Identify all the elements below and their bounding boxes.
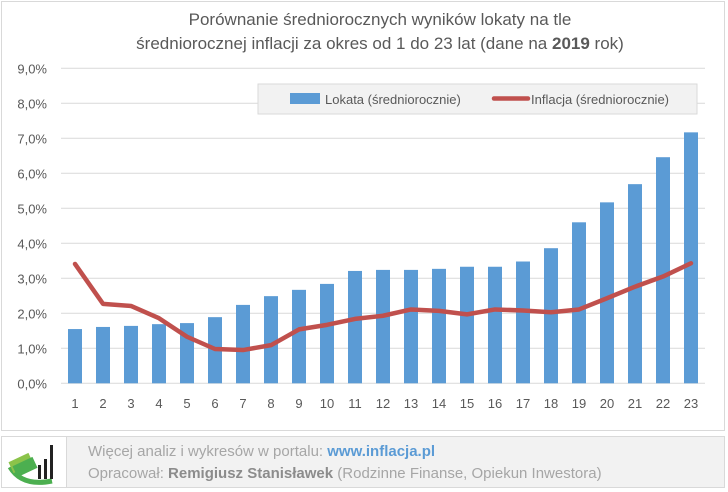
x-tick-label: 19	[572, 396, 586, 411]
footer-text: Więcej analiz i wykresów w portalu:	[88, 443, 327, 460]
bar	[376, 270, 390, 383]
bar	[600, 202, 614, 383]
x-tick-label: 6	[211, 396, 218, 411]
x-tick-label: 15	[460, 396, 474, 411]
y-tick-label: 4,0%	[17, 236, 47, 251]
author-prefix: Opracował:	[88, 465, 168, 482]
x-tick-label: 18	[544, 396, 558, 411]
x-tick-label: 9	[295, 396, 302, 411]
bar	[264, 296, 278, 383]
bar	[516, 262, 530, 384]
bar	[236, 305, 250, 383]
portal-link[interactable]: www.inflacja.pl	[327, 443, 435, 460]
x-tick-label: 10	[320, 396, 334, 411]
bar	[320, 284, 334, 383]
bar	[96, 327, 110, 383]
y-tick-label: 7,0%	[17, 131, 47, 146]
bar	[572, 222, 586, 383]
x-tick-label: 16	[488, 396, 502, 411]
bar	[404, 270, 418, 383]
y-tick-label: 8,0%	[17, 96, 47, 111]
x-tick-label: 2	[99, 396, 106, 411]
author-name: Remigiusz Stanisławek	[168, 465, 333, 482]
x-tick-label: 23	[684, 396, 698, 411]
x-tick-label: 5	[183, 396, 190, 411]
bar	[124, 326, 138, 383]
x-tick-label: 12	[376, 396, 390, 411]
logo	[2, 437, 67, 487]
legend-label-inflacja: Inflacja (średniorocznie)	[531, 92, 669, 107]
footer-line-2: Opracował: Remigiusz Stanisławek (Rodzin…	[88, 465, 602, 482]
x-tick-label: 11	[348, 396, 362, 411]
x-tick-label: 22	[656, 396, 670, 411]
bar	[152, 324, 166, 383]
logo-icon	[2, 437, 66, 487]
bar	[460, 267, 474, 384]
y-tick-label: 9,0%	[17, 61, 47, 76]
author-affiliation: (Rodzinne Finanse, Opiekun Inwestora)	[333, 465, 601, 482]
x-tick-label: 14	[432, 396, 446, 411]
bar	[656, 157, 670, 383]
chart-plot: 0,0% 1,0% 2,0% 3,0% 4,0% 5,0% 6,0% 7,0% 8,0% 9,0%…	[0, 0, 728, 432]
x-tick-label: 7	[239, 396, 246, 411]
x-tick-label: 1	[71, 396, 78, 411]
y-tick-label: 1,0%	[17, 341, 47, 356]
bar	[68, 329, 82, 383]
x-tick-label: 4	[155, 396, 162, 411]
y-tick-label: 0,0%	[17, 376, 47, 391]
x-tick-label: 21	[628, 396, 642, 411]
bar	[544, 248, 558, 383]
x-tick-label: 8	[267, 396, 274, 411]
x-tick-label: 3	[127, 396, 134, 411]
legend-bar-swatch	[290, 93, 320, 104]
footer: Więcej analiz i wykresów w portalu: www.…	[1, 436, 725, 488]
y-tick-label: 5,0%	[17, 201, 47, 216]
bar	[292, 290, 306, 383]
bar	[432, 269, 446, 383]
x-tick-label: 13	[404, 396, 418, 411]
x-tick-label: 20	[600, 396, 614, 411]
y-tick-label: 2,0%	[17, 306, 47, 321]
x-tick-label: 17	[516, 396, 530, 411]
bar	[348, 271, 362, 383]
bar	[684, 132, 698, 383]
y-tick-label: 3,0%	[17, 271, 47, 286]
bar	[488, 267, 502, 384]
footer-line-1: Więcej analiz i wykresów w portalu: www.…	[88, 443, 435, 460]
legend-label-lokata: Lokata (średniorocznie)	[325, 92, 461, 107]
y-tick-label: 6,0%	[17, 166, 47, 181]
